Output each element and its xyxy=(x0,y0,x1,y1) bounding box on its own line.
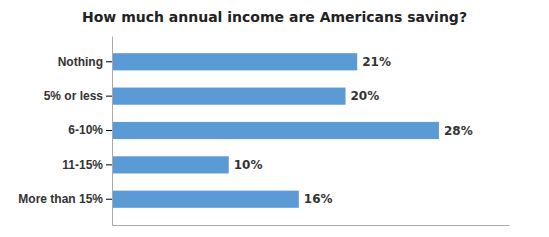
y-tick-mark xyxy=(106,199,112,200)
y-tick-mark xyxy=(106,130,112,131)
bar xyxy=(112,53,357,70)
data-label: 16% xyxy=(304,192,333,206)
y-tick-label: More than 15% xyxy=(18,192,103,206)
y-tick-label: Nothing xyxy=(58,55,103,69)
data-label: 28% xyxy=(444,124,473,138)
x-axis xyxy=(113,225,510,226)
chart: How much annual income are Americans sav… xyxy=(0,0,549,237)
x-axis-line xyxy=(113,225,510,226)
y-tick-label: 5% or less xyxy=(44,89,104,103)
y-tick: 11-15% xyxy=(62,158,112,172)
data-label: 10% xyxy=(234,158,263,172)
data-labels: 21% 20% 28% 10% 16% xyxy=(234,55,473,206)
title: How much annual income are Americans sav… xyxy=(82,9,467,25)
bars xyxy=(112,53,439,208)
y-tick-mark xyxy=(106,61,112,62)
y-tick: 6-10% xyxy=(68,123,112,137)
bar xyxy=(112,88,346,105)
y-tick: More than 15% xyxy=(18,192,112,206)
y-axis-line xyxy=(112,37,113,226)
y-tick-mark xyxy=(106,96,112,97)
y-tick-label: 11-15% xyxy=(62,158,103,172)
bar xyxy=(112,122,439,139)
data-label: 20% xyxy=(351,89,380,103)
y-tick-mark xyxy=(106,164,112,165)
data-label: 21% xyxy=(362,55,391,69)
y-tick: 5% or less xyxy=(44,89,112,103)
y-axis: Nothing 5% or less 6-10% 11-15% More than 15… xyxy=(18,37,112,226)
plot: Nothing 5% or less 6-10% 11-15% More than 15… xyxy=(18,37,509,226)
y-tick: Nothing xyxy=(58,55,112,69)
bar xyxy=(112,191,299,208)
y-tick-label: 6-10% xyxy=(68,123,103,137)
bar xyxy=(112,156,229,173)
